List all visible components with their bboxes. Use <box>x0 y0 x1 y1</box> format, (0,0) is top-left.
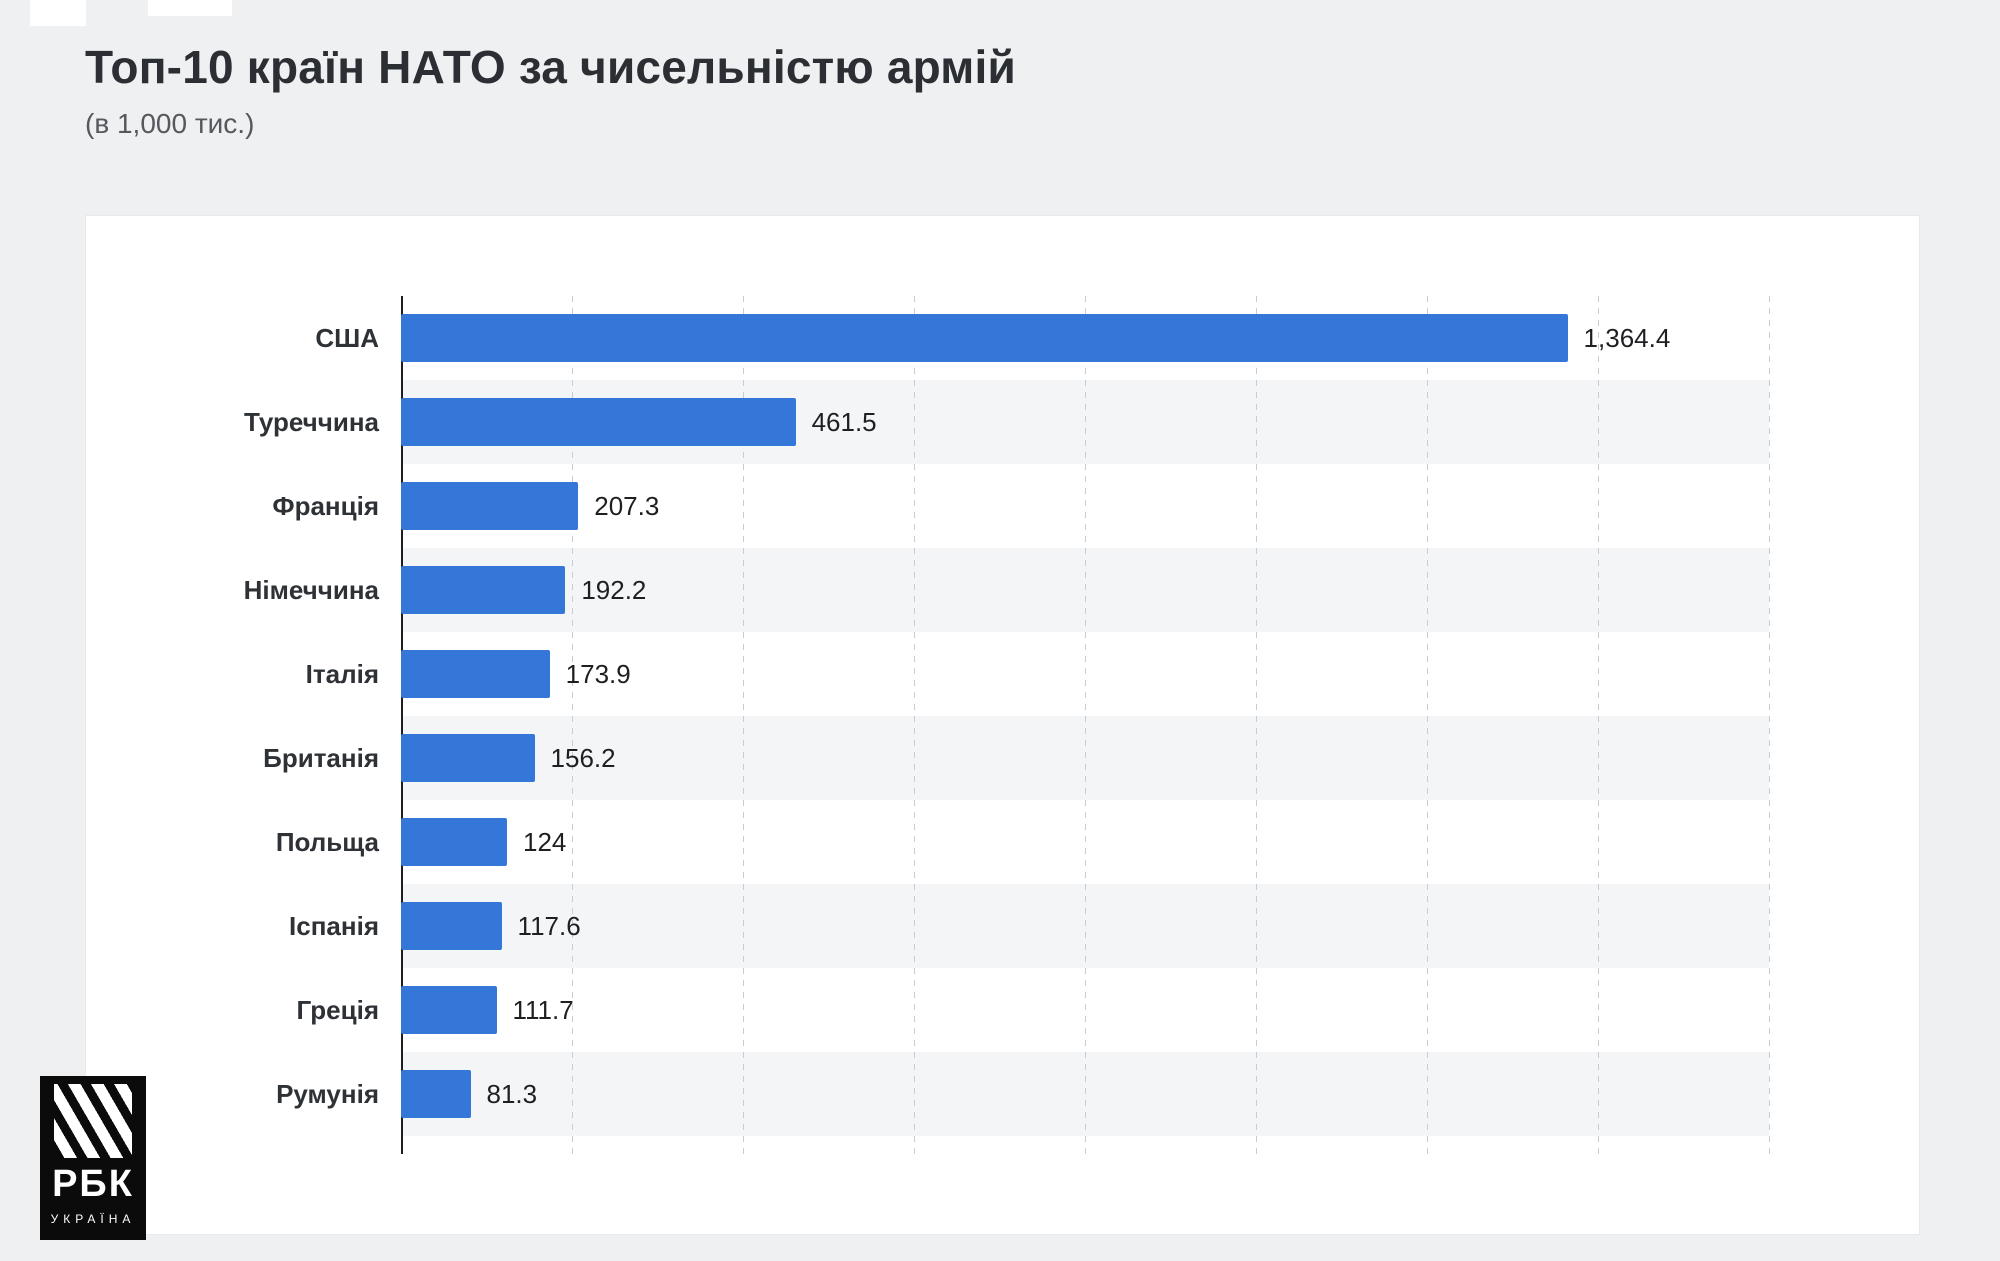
bar <box>401 566 566 614</box>
category-label: Греція <box>296 994 379 1025</box>
bar <box>401 902 502 950</box>
value-label: 117.6 <box>517 910 581 941</box>
value-label: 81.3 <box>486 1078 538 1109</box>
rbc-logo-icon <box>54 1084 132 1158</box>
value-label: 1,364.4 <box>1583 322 1671 353</box>
logo-brand-text: РБК <box>52 1163 134 1205</box>
value-label: 207.3 <box>594 490 660 521</box>
rbc-ukraine-logo: РБК УКРАЇНА <box>40 1076 146 1240</box>
category-label: Туреччина <box>243 406 379 437</box>
bar-row: Іспанія 117.6 <box>86 884 1769 968</box>
chart-header: Топ-10 країн НАТО за чисельністю армій (… <box>85 40 1016 140</box>
bar-lane: 111.7 <box>401 968 1769 1052</box>
category-label: Румунія <box>276 1078 379 1109</box>
bar <box>401 650 550 698</box>
bar-lane: 124 <box>401 800 1769 884</box>
value-label: 461.5 <box>811 406 877 437</box>
plot-area: США 1,364.4 Туреччина 461.5 Франція 207.3 Німе… <box>86 296 1919 1154</box>
bar-row: Німеччина 192.2 <box>86 548 1769 632</box>
bar <box>401 314 1568 362</box>
bar-row: Франція 207.3 <box>86 464 1769 548</box>
screen-artifact <box>148 0 232 16</box>
category-label: Британія <box>263 742 379 773</box>
bar-lane: 117.6 <box>401 884 1769 968</box>
category-label: Іспанія <box>289 910 379 941</box>
bar-lane: 461.5 <box>401 380 1769 464</box>
category-label: Італія <box>305 658 379 689</box>
category-label: Польща <box>275 826 379 857</box>
category-label: Франція <box>272 490 379 521</box>
value-label: 111.7 <box>512 994 574 1025</box>
bar-lane: 207.3 <box>401 464 1769 548</box>
bar-lane: 81.3 <box>401 1052 1769 1136</box>
page-subtitle: (в 1,000 тис.) <box>85 108 255 139</box>
bar-row: Італія 173.9 <box>86 632 1769 716</box>
value-label: 192.2 <box>581 574 647 605</box>
bar-row: США 1,364.4 <box>86 296 1769 380</box>
gridline <box>1769 296 1770 1154</box>
bar-lane: 1,364.4 <box>401 296 1769 380</box>
bar <box>401 398 796 446</box>
bar <box>401 734 535 782</box>
category-label: Німеччина <box>243 574 379 605</box>
logo-region-text: УКРАЇНА <box>50 1211 136 1226</box>
bar-row: Греція 111.7 <box>86 968 1769 1052</box>
value-label: 124 <box>523 826 567 857</box>
bar-lane: 156.2 <box>401 716 1769 800</box>
bar <box>401 482 579 530</box>
bar-row: Польща 124 <box>86 800 1769 884</box>
bar-lane: 192.2 <box>401 548 1769 632</box>
bar-row: Британія 156.2 <box>86 716 1769 800</box>
bar-row: Румунія 81.3 <box>86 1052 1769 1136</box>
chart-card: США 1,364.4 Туреччина 461.5 Франція 207.3 Німе… <box>85 215 1920 1235</box>
page-title: Топ-10 країн НАТО за чисельністю армій <box>85 41 1016 93</box>
bar-rows: США 1,364.4 Туреччина 461.5 Франція 207.3 Німе… <box>86 296 1769 1136</box>
screen-artifact <box>30 0 86 26</box>
bar <box>401 1070 471 1118</box>
bar <box>401 818 508 866</box>
bar-row: Туреччина 461.5 <box>86 380 1769 464</box>
value-label: 156.2 <box>550 742 616 773</box>
category-label: США <box>315 322 379 353</box>
bar <box>401 986 497 1034</box>
value-label: 173.9 <box>565 658 631 689</box>
bar-lane: 173.9 <box>401 632 1769 716</box>
